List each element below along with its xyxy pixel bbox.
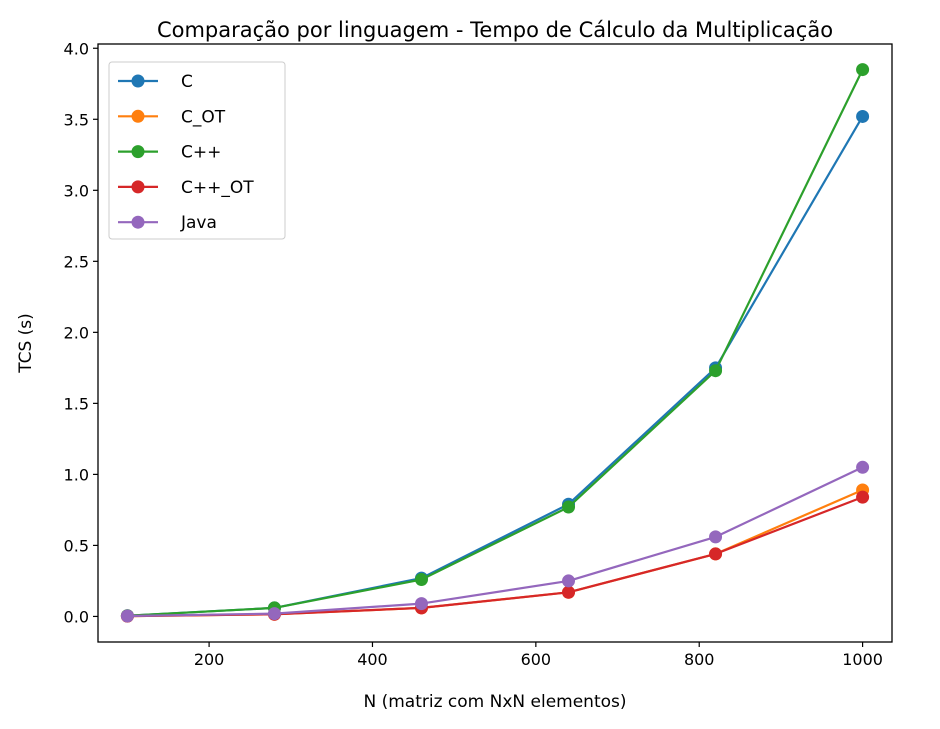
legend-label: C_OT — [181, 107, 226, 127]
y-tick-label: 3.5 — [64, 110, 89, 129]
y-tick-label: 0.0 — [64, 607, 89, 626]
x-tick-label: 1000 — [842, 650, 883, 669]
y-tick-label: 0.5 — [64, 536, 89, 555]
legend-label: C — [181, 72, 193, 92]
series-line — [127, 488, 864, 618]
legend-item: Java — [118, 213, 217, 233]
x-tick-label: 400 — [357, 650, 388, 669]
data-point — [414, 573, 428, 587]
series-cpp-ot — [120, 490, 870, 623]
series-java — [120, 460, 870, 623]
legend-marker — [131, 145, 145, 159]
data-point — [709, 547, 723, 561]
data-point — [562, 574, 576, 588]
legend-item: C++ — [118, 143, 221, 163]
x-axis-ticks: 200 400 600 800 1000 — [194, 642, 883, 669]
data-point — [856, 63, 870, 77]
data-point — [414, 597, 428, 611]
data-point — [562, 500, 576, 514]
y-tick-label: 1.5 — [64, 394, 89, 413]
data-point — [709, 530, 723, 544]
y-tick-label: 2.0 — [64, 323, 89, 342]
legend-marker — [131, 180, 145, 194]
y-tick-label: 1.0 — [64, 465, 89, 484]
y-tick-label: 3.0 — [64, 181, 89, 200]
legend-marker — [131, 215, 145, 229]
data-point — [562, 585, 576, 599]
legend-marker — [131, 74, 145, 88]
data-point — [856, 460, 870, 474]
y-tick-label: 4.0 — [64, 39, 89, 58]
series-c-ot — [120, 483, 870, 623]
legend: C C_OT C++ C++_OT Java — [108, 61, 286, 240]
data-point — [856, 490, 870, 504]
x-tick-label: 200 — [194, 650, 225, 669]
legend-item: C_OT — [118, 107, 226, 127]
y-axis-label: TCS (s) — [16, 313, 36, 374]
legend-item: C++_OT — [118, 178, 254, 198]
x-tick-label: 800 — [684, 650, 715, 669]
x-tick-label: 600 — [521, 650, 552, 669]
legend-box — [108, 61, 286, 240]
axes-frame — [97, 43, 893, 643]
series-line — [127, 69, 864, 617]
data-point — [267, 607, 281, 621]
series-line — [127, 466, 864, 618]
data-point — [709, 364, 723, 378]
data-point — [120, 609, 134, 623]
legend-marker — [131, 109, 145, 123]
y-tick-label: 2.5 — [64, 252, 89, 271]
y-axis-ticks: 0.0 0.5 1.0 1.5 2.0 2.5 3.0 3.5 4.0 — [64, 39, 98, 626]
series-line — [127, 496, 863, 618]
data-point — [856, 109, 870, 123]
plot-area — [120, 63, 870, 623]
legend-label: C++ — [181, 143, 221, 163]
legend-label: C++_OT — [181, 178, 254, 198]
chart-title: Comparação por linguagem - Tempo de Cálc… — [157, 18, 833, 42]
legend-item: C — [118, 72, 193, 92]
x-axis-label: N (matriz com NxN elementos) — [363, 692, 626, 712]
legend-label: Java — [180, 213, 217, 233]
